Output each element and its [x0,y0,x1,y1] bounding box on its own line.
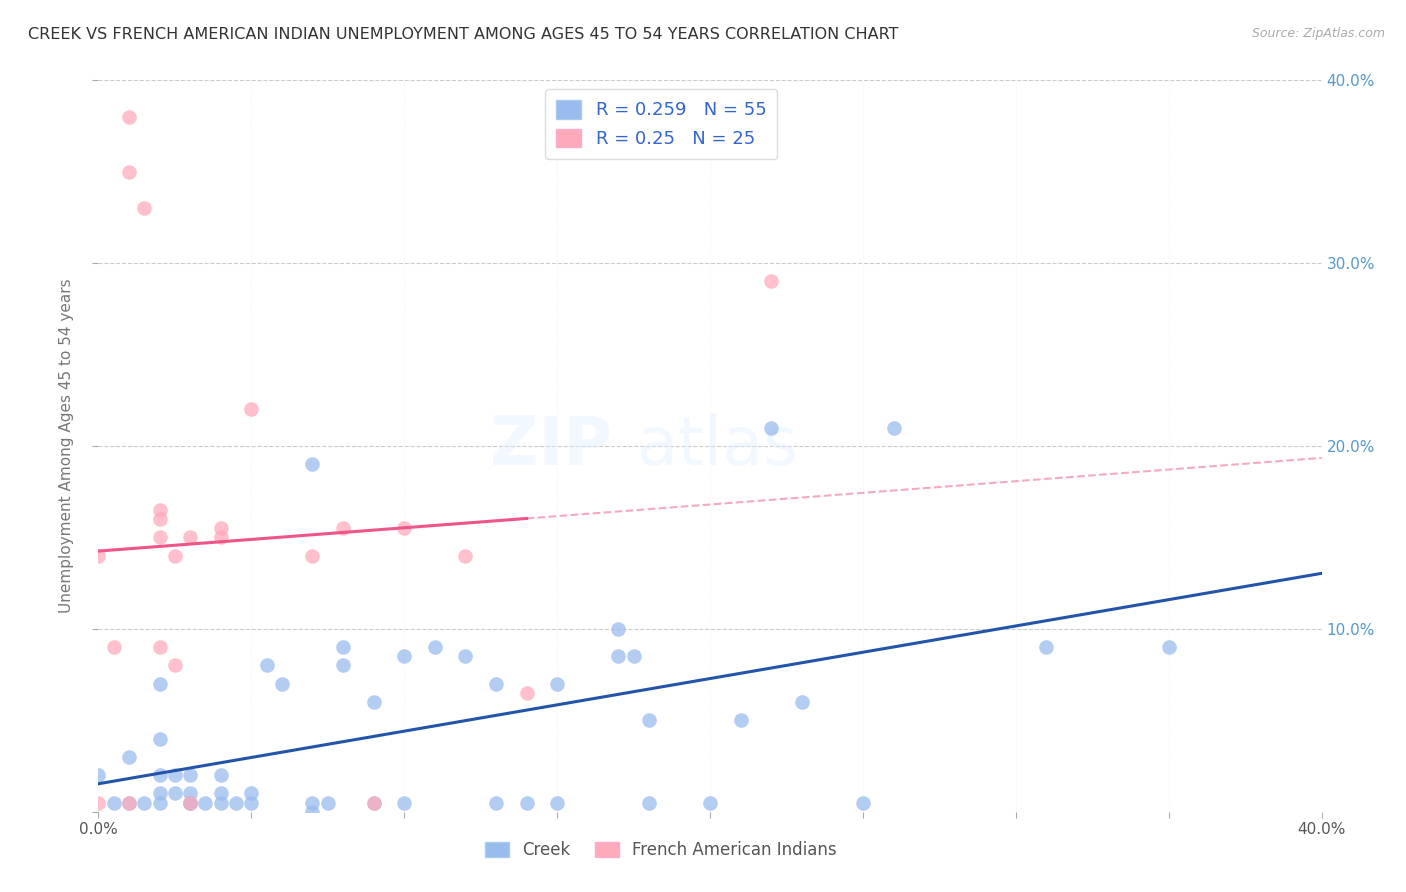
Point [485,796,508,810]
Point [423,640,446,655]
Point [546,676,568,690]
Point [103,640,125,655]
Point [163,787,186,801]
Point [225,796,247,810]
Point [256,658,278,673]
Point [883,421,905,435]
Text: ZIP: ZIP [491,413,612,479]
Text: atlas: atlas [637,413,797,479]
Point [316,796,339,810]
Point [637,714,661,728]
Point [240,796,263,810]
Point [134,796,156,810]
Point [118,110,141,124]
Point [1035,640,1057,655]
Point [240,402,263,417]
Point [179,796,201,810]
Point [163,768,186,782]
Point [270,676,292,690]
Point [87,549,110,563]
Point [149,731,172,746]
Point [149,503,172,517]
Point [637,796,661,810]
Legend: Creek, French American Indians: Creek, French American Indians [479,834,844,865]
Point [149,796,172,810]
Point [301,805,323,819]
Point [699,796,721,810]
Point [485,676,508,690]
Point [332,640,354,655]
Point [1157,640,1180,655]
Point [759,275,782,289]
Point [301,796,323,810]
Point [790,695,813,709]
Point [759,421,782,435]
Y-axis label: Unemployment Among Ages 45 to 54 years: Unemployment Among Ages 45 to 54 years [59,278,75,614]
Point [392,796,416,810]
Point [852,796,875,810]
Point [546,796,568,810]
Point [194,796,217,810]
Point [363,796,385,810]
Point [179,768,201,782]
Point [149,512,172,526]
Point [454,649,477,664]
Point [149,640,172,655]
Point [87,768,110,782]
Point [332,658,354,673]
Point [149,768,172,782]
Text: Source: ZipAtlas.com: Source: ZipAtlas.com [1251,27,1385,40]
Point [134,202,156,216]
Point [623,649,645,664]
Point [163,549,186,563]
Point [209,787,232,801]
Point [392,649,416,664]
Point [179,796,201,810]
Point [179,787,201,801]
Text: CREEK VS FRENCH AMERICAN INDIAN UNEMPLOYMENT AMONG AGES 45 TO 54 YEARS CORRELATI: CREEK VS FRENCH AMERICAN INDIAN UNEMPLOY… [28,27,898,42]
Point [118,165,141,179]
Point [516,686,538,700]
Point [392,521,416,535]
Point [363,695,385,709]
Point [103,796,125,810]
Point [730,714,752,728]
Point [301,549,323,563]
Point [209,530,232,544]
Point [163,658,186,673]
Point [240,787,263,801]
Point [118,796,141,810]
Point [179,796,201,810]
Point [179,530,201,544]
Point [209,768,232,782]
Point [87,796,110,810]
Point [454,549,477,563]
Point [149,676,172,690]
Point [118,749,141,764]
Point [149,787,172,801]
Point [301,458,323,472]
Point [607,622,630,636]
Point [607,649,630,664]
Point [363,796,385,810]
Point [332,521,354,535]
Point [516,796,538,810]
Point [149,530,172,544]
Point [209,796,232,810]
Point [209,521,232,535]
Point [118,796,141,810]
